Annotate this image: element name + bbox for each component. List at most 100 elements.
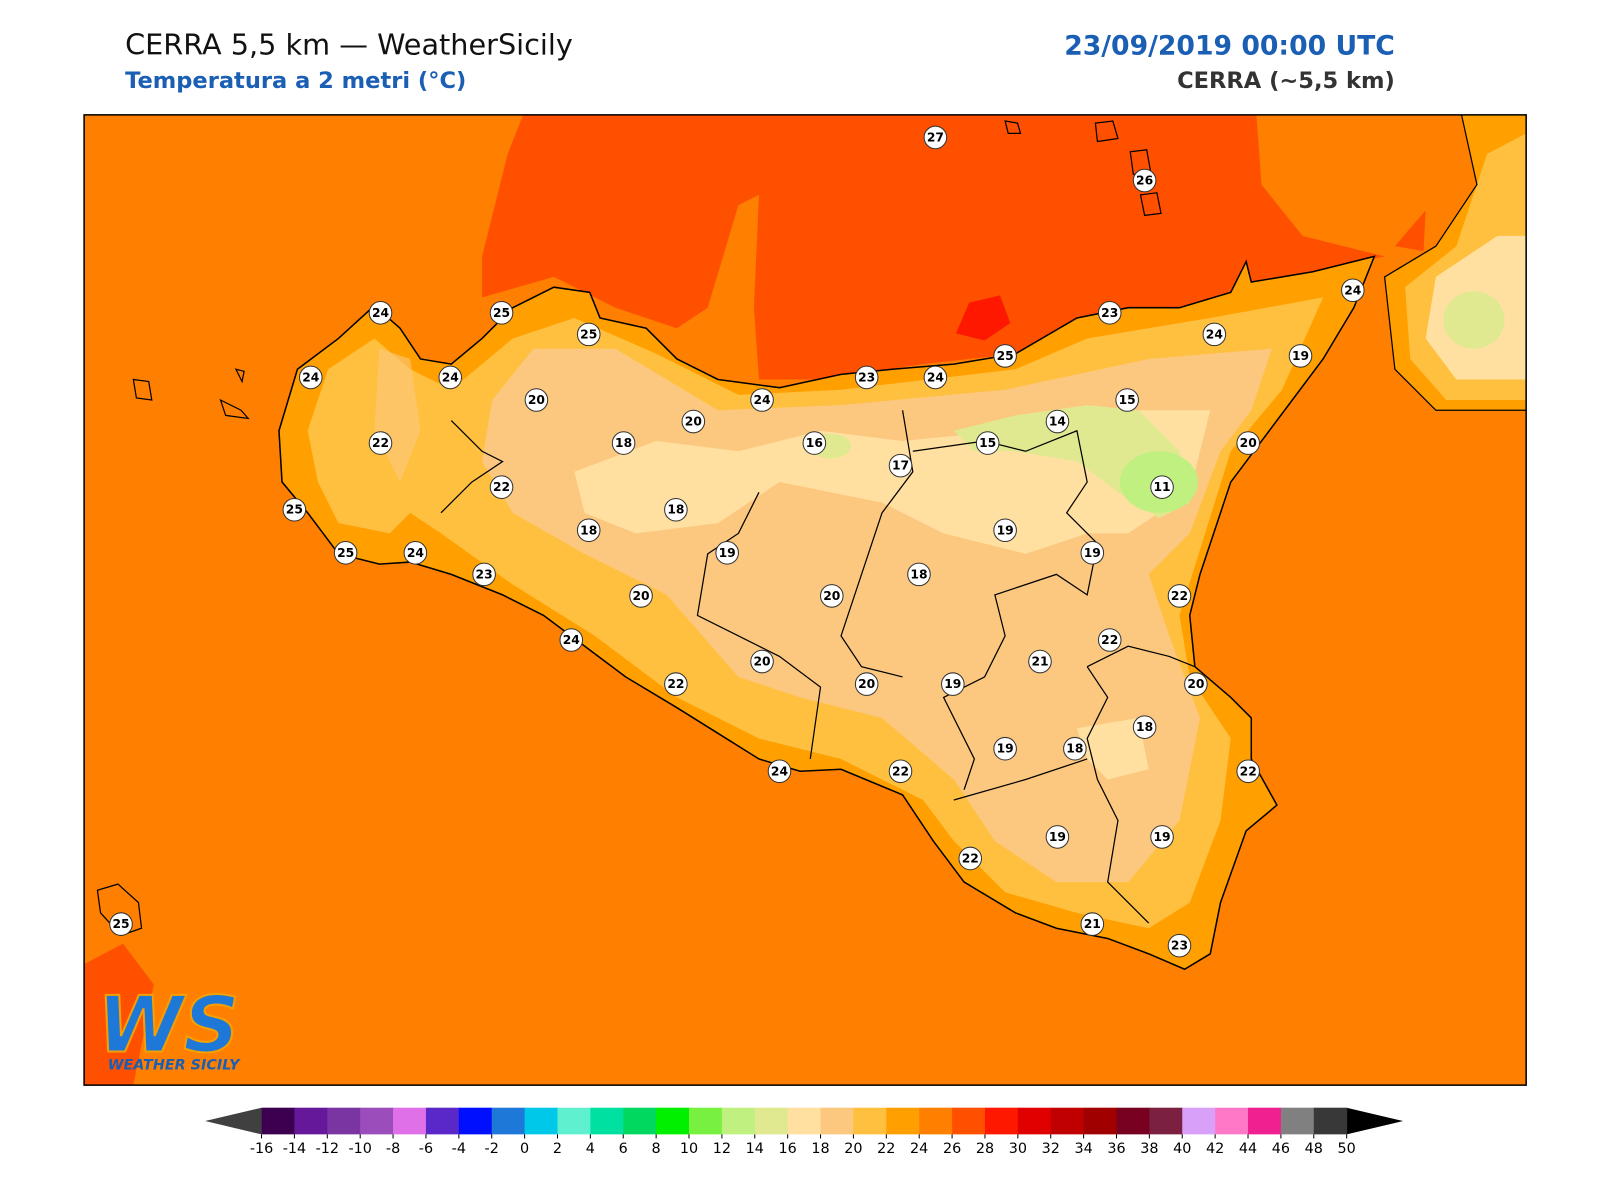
- colorbar-segment: [721, 1107, 756, 1135]
- station-value: 19: [719, 546, 736, 560]
- station-marker: [1150, 475, 1174, 499]
- colorbar-segment: [1050, 1107, 1085, 1135]
- station-value: 24: [927, 370, 944, 384]
- station-marker: [1236, 431, 1260, 455]
- colorbar-tick-label: 32: [1042, 1141, 1060, 1157]
- station-marker: [1045, 825, 1070, 849]
- station-marker: [664, 672, 688, 696]
- station-marker: [854, 365, 879, 390]
- station-value: 23: [476, 567, 493, 581]
- colorbar-tick-label: -10: [348, 1141, 371, 1157]
- station-marker: [1288, 344, 1313, 368]
- station-marker: [888, 759, 913, 784]
- colorbar-tick-label: -4: [452, 1141, 466, 1157]
- station-marker: [750, 649, 774, 674]
- station-value: 22: [892, 764, 909, 778]
- colorbar-segment: [425, 1107, 460, 1135]
- station-value: 16: [806, 436, 823, 450]
- colorbar-segment: [1313, 1107, 1348, 1135]
- station-value: 19: [997, 742, 1014, 756]
- colorbar-tick-label: 2: [553, 1141, 562, 1157]
- station-marker: [958, 846, 983, 871]
- station-value: 20: [753, 655, 770, 669]
- colorbar-tick-label: 40: [1173, 1141, 1191, 1157]
- colorbar-segment: [294, 1107, 328, 1135]
- station-value: 18: [1136, 720, 1153, 734]
- station-value: 25: [580, 327, 597, 341]
- station-value: 23: [1171, 939, 1188, 953]
- colorbar-tick-label: 0: [520, 1141, 529, 1157]
- colorbar-segment: [590, 1107, 624, 1135]
- model: CERRA (~5,5 km): [1177, 68, 1395, 94]
- colorbar-tick-label: 22: [877, 1141, 895, 1157]
- map-frame: [83, 114, 1527, 1086]
- station-marker: [333, 541, 358, 565]
- station-value: 19: [1292, 349, 1309, 363]
- station-value: 18: [667, 503, 684, 517]
- station-marker: [941, 672, 965, 696]
- colorbar-tick-label: 42: [1206, 1141, 1224, 1157]
- station-value: 18: [615, 436, 632, 450]
- station-marker: [1150, 825, 1174, 849]
- station-marker: [715, 541, 739, 565]
- colorbar-tick-label: 12: [713, 1141, 731, 1157]
- station-value: 18: [1066, 742, 1083, 756]
- station-marker: [489, 475, 514, 499]
- station-marker: [1167, 584, 1192, 608]
- station-marker: [1132, 715, 1157, 739]
- station-marker: [282, 497, 307, 522]
- station-value: 25: [286, 503, 303, 517]
- logo-name: WEATHER SICILY: [108, 1058, 241, 1074]
- station-value: 20: [632, 589, 649, 603]
- logo: WS WEATHER SICILY: [96, 979, 241, 1074]
- station-value: 24: [442, 370, 459, 384]
- title: CERRA 5,5 km — WeatherSicily: [125, 27, 573, 61]
- station-value: 18: [910, 567, 927, 581]
- map: 27 26 24 25 25 23 24 24 25 19 24 24 23 24 24 20 20 15 14 22…: [83, 114, 1527, 1086]
- subtitle: Temperatura a 2 metri (°C): [125, 68, 466, 94]
- field: [1076, 717, 1149, 780]
- colorbar-segment: [360, 1107, 394, 1135]
- colorbar-tick-label: 16: [779, 1141, 797, 1157]
- station-value: 20: [858, 677, 875, 691]
- station-value: 23: [1101, 306, 1118, 320]
- station-marker: [975, 431, 1000, 455]
- colorbar-over: [1346, 1107, 1404, 1135]
- colorbar-segment: [886, 1107, 920, 1135]
- station-marker: [576, 518, 601, 543]
- station-marker: [1097, 301, 1122, 325]
- station-marker: [1028, 649, 1052, 674]
- station-value: 22: [962, 851, 979, 865]
- colorbar-segment: [984, 1107, 1019, 1135]
- station-value: 19: [1084, 546, 1101, 560]
- station-value: 14: [1049, 415, 1066, 429]
- colorbar-segment: [1215, 1107, 1249, 1135]
- station-value: 24: [1344, 283, 1361, 297]
- field: [84, 943, 154, 1086]
- station-value: 20: [528, 393, 545, 407]
- colorbar-under: [205, 1107, 262, 1135]
- station-value: 20: [1240, 436, 1257, 450]
- colorbar-segment: [787, 1107, 822, 1135]
- station-value: 19: [1153, 830, 1170, 844]
- colorbar-tick-label: 30: [1009, 1141, 1027, 1157]
- field: [1443, 291, 1505, 349]
- station-value: 22: [667, 677, 684, 691]
- colorbar-tick-label: 34: [1074, 1141, 1092, 1157]
- station-value: 15: [1119, 393, 1136, 407]
- colorbar-segment: [656, 1107, 690, 1135]
- field: [955, 295, 1011, 341]
- colorbar-tick-label: 14: [746, 1141, 764, 1157]
- colorbar-segment: [820, 1107, 854, 1135]
- colorbar-segment: [919, 1107, 953, 1135]
- colorbar-tick-label: 50: [1338, 1141, 1356, 1157]
- station-marker: [993, 344, 1017, 368]
- datetime: 23/09/2019 00:00 UTC: [1064, 30, 1395, 61]
- colorbar-segment: [1182, 1107, 1216, 1135]
- colorbar-segment: [623, 1107, 657, 1135]
- field: [1394, 210, 1426, 252]
- station-marker: [611, 431, 636, 455]
- station-marker: [1063, 736, 1087, 761]
- colorbar-tick-label: 6: [619, 1141, 628, 1157]
